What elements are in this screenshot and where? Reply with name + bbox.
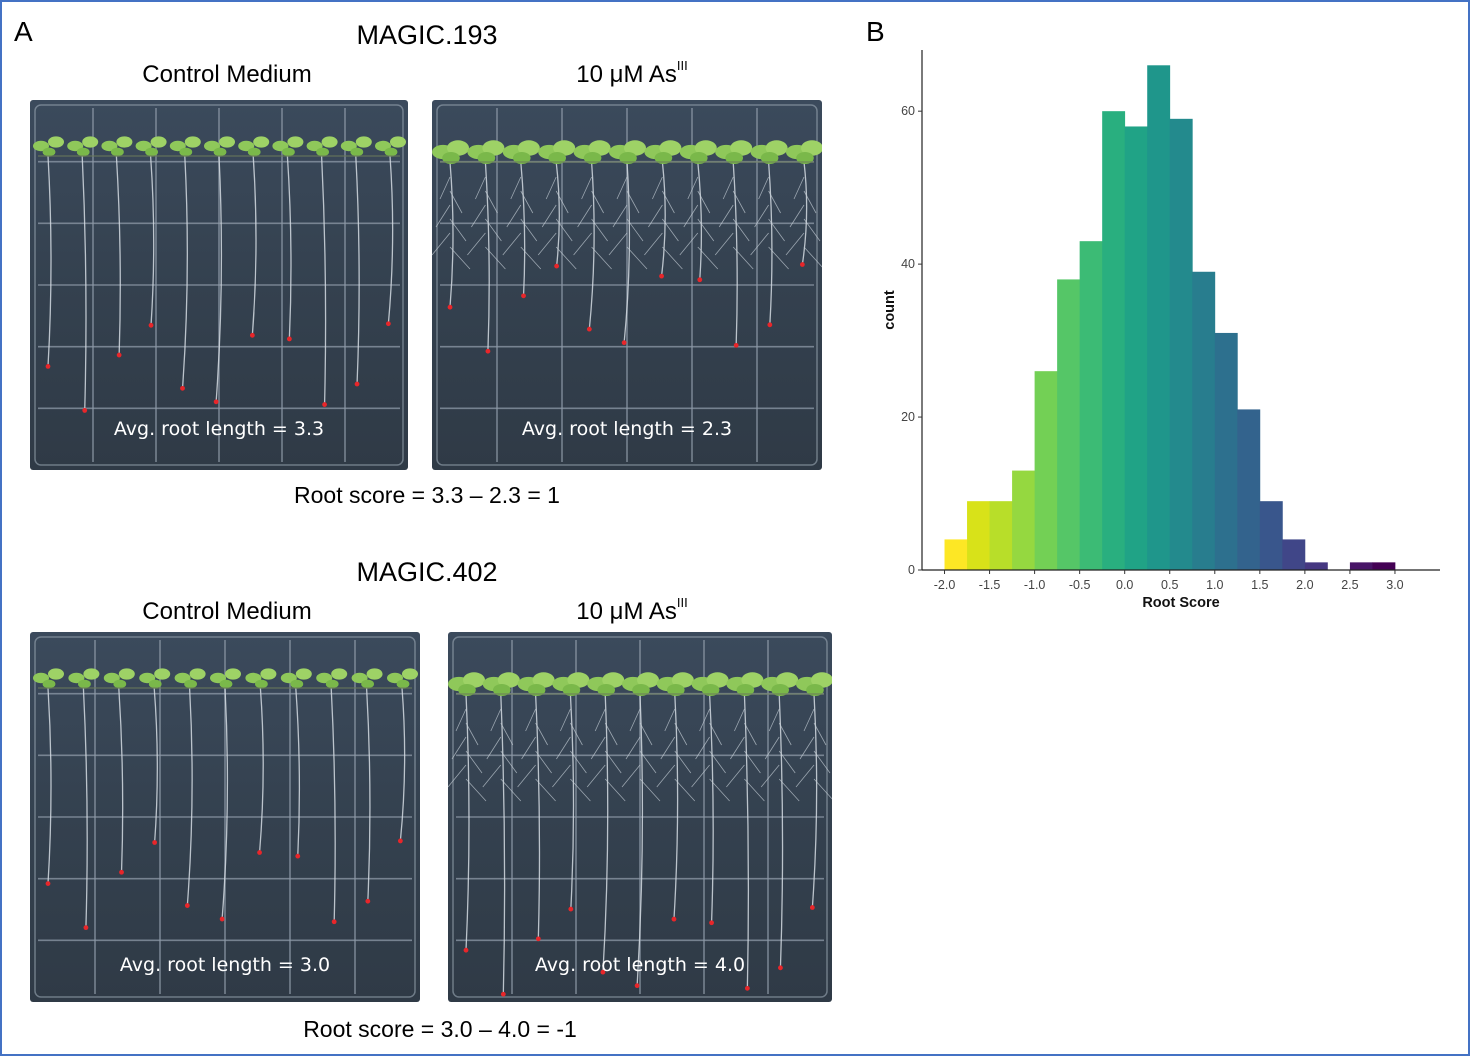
histogram-bar xyxy=(1057,279,1081,570)
plate-illustration xyxy=(33,636,418,998)
histogram-bar xyxy=(1282,539,1306,570)
histogram-bar xyxy=(1079,241,1103,571)
root-score-1: Root score = 3.3 – 2.3 = 1 xyxy=(294,482,560,508)
x-tick-label: 2.0 xyxy=(1296,578,1313,592)
treatment-label-2-sup: III xyxy=(676,595,688,610)
histogram-bar xyxy=(1259,501,1283,570)
treatment-label-2: 10 μM AsIII xyxy=(482,595,782,626)
histogram-bar xyxy=(1124,126,1148,571)
plate-illustration xyxy=(33,104,406,466)
histogram-bar xyxy=(967,501,990,570)
histogram-bar xyxy=(989,501,1013,570)
x-tick-label: 0.0 xyxy=(1116,578,1133,592)
control-label-2: Control Medium xyxy=(142,598,312,625)
histogram-bar xyxy=(1349,562,1373,570)
plate-treatment-1: Avg. root length = 2.3 xyxy=(432,100,822,470)
y-tick-label: 20 xyxy=(901,410,915,424)
control-label-1: Control Medium xyxy=(142,61,312,88)
root-score-histogram: 0 20 40 60 -2.0 -1.5 -1.0 -0.5 0.0 0.5 1.0 1.5 2.0 2.… xyxy=(882,50,1440,611)
avg-root-length-control-2: Avg. root length = 3.0 xyxy=(119,954,331,976)
plate-control-2: Avg. root length = 3.0 xyxy=(30,632,420,1002)
plate-control-1: Avg. root length = 3.3 xyxy=(30,100,408,470)
genotype-title-2: MAGIC.402 xyxy=(356,557,498,587)
genotype-title-1: MAGIC.193 xyxy=(356,20,498,50)
histogram-bar xyxy=(1214,332,1238,570)
y-axis-title: count xyxy=(882,290,898,330)
plate-illustration xyxy=(448,636,832,998)
avg-root-length-treatment-1: Avg. root length = 2.3 xyxy=(521,418,733,440)
y-tick-label: 40 xyxy=(901,257,915,271)
x-tick-label: -1.0 xyxy=(1024,578,1046,592)
x-tick-label: 0.5 xyxy=(1161,578,1178,592)
treatment-label-1-main: 10 μM As xyxy=(576,61,677,88)
histogram-bar xyxy=(944,539,968,570)
panel-b-letter: B xyxy=(866,16,885,47)
y-tick-label: 0 xyxy=(908,563,915,577)
histogram-bar xyxy=(1372,562,1396,570)
x-tick-label: 1.5 xyxy=(1251,578,1268,592)
histogram-bar xyxy=(1012,470,1036,570)
x-tick-label: -0.5 xyxy=(1069,578,1091,592)
treatment-label-1-sup: III xyxy=(676,58,688,73)
avg-root-length-control-1: Avg. root length = 3.3 xyxy=(113,418,325,440)
histogram-bar xyxy=(1237,409,1261,570)
y-tick-label: 60 xyxy=(901,104,915,118)
plate-illustration xyxy=(432,104,822,466)
treatment-label-2-main: 10 μM As xyxy=(576,598,677,625)
histogram-bar xyxy=(1102,111,1126,571)
histogram-bar xyxy=(1192,271,1216,570)
histogram-bar xyxy=(1304,562,1328,570)
treatment-label-1: 10 μM AsIII xyxy=(482,58,782,89)
histogram-bar xyxy=(1034,371,1058,570)
x-tick-label: 3.0 xyxy=(1386,578,1403,592)
x-tick-label: 2.5 xyxy=(1341,578,1358,592)
histogram-bar xyxy=(1169,118,1193,570)
x-tick-label: 1.0 xyxy=(1206,578,1223,592)
x-tick-label: -2.0 xyxy=(934,578,956,592)
avg-root-length-treatment-2: Avg. root length = 4.0 xyxy=(534,954,746,976)
x-axis-title: Root Score xyxy=(1142,595,1219,611)
x-tick-label: -1.5 xyxy=(979,578,1001,592)
plate-treatment-2: Avg. root length = 4.0 xyxy=(448,632,832,1002)
root-score-2: Root score = 3.0 – 4.0 = -1 xyxy=(303,1016,577,1042)
panel-a-letter: A xyxy=(14,16,33,47)
histogram-bar xyxy=(1147,65,1171,570)
